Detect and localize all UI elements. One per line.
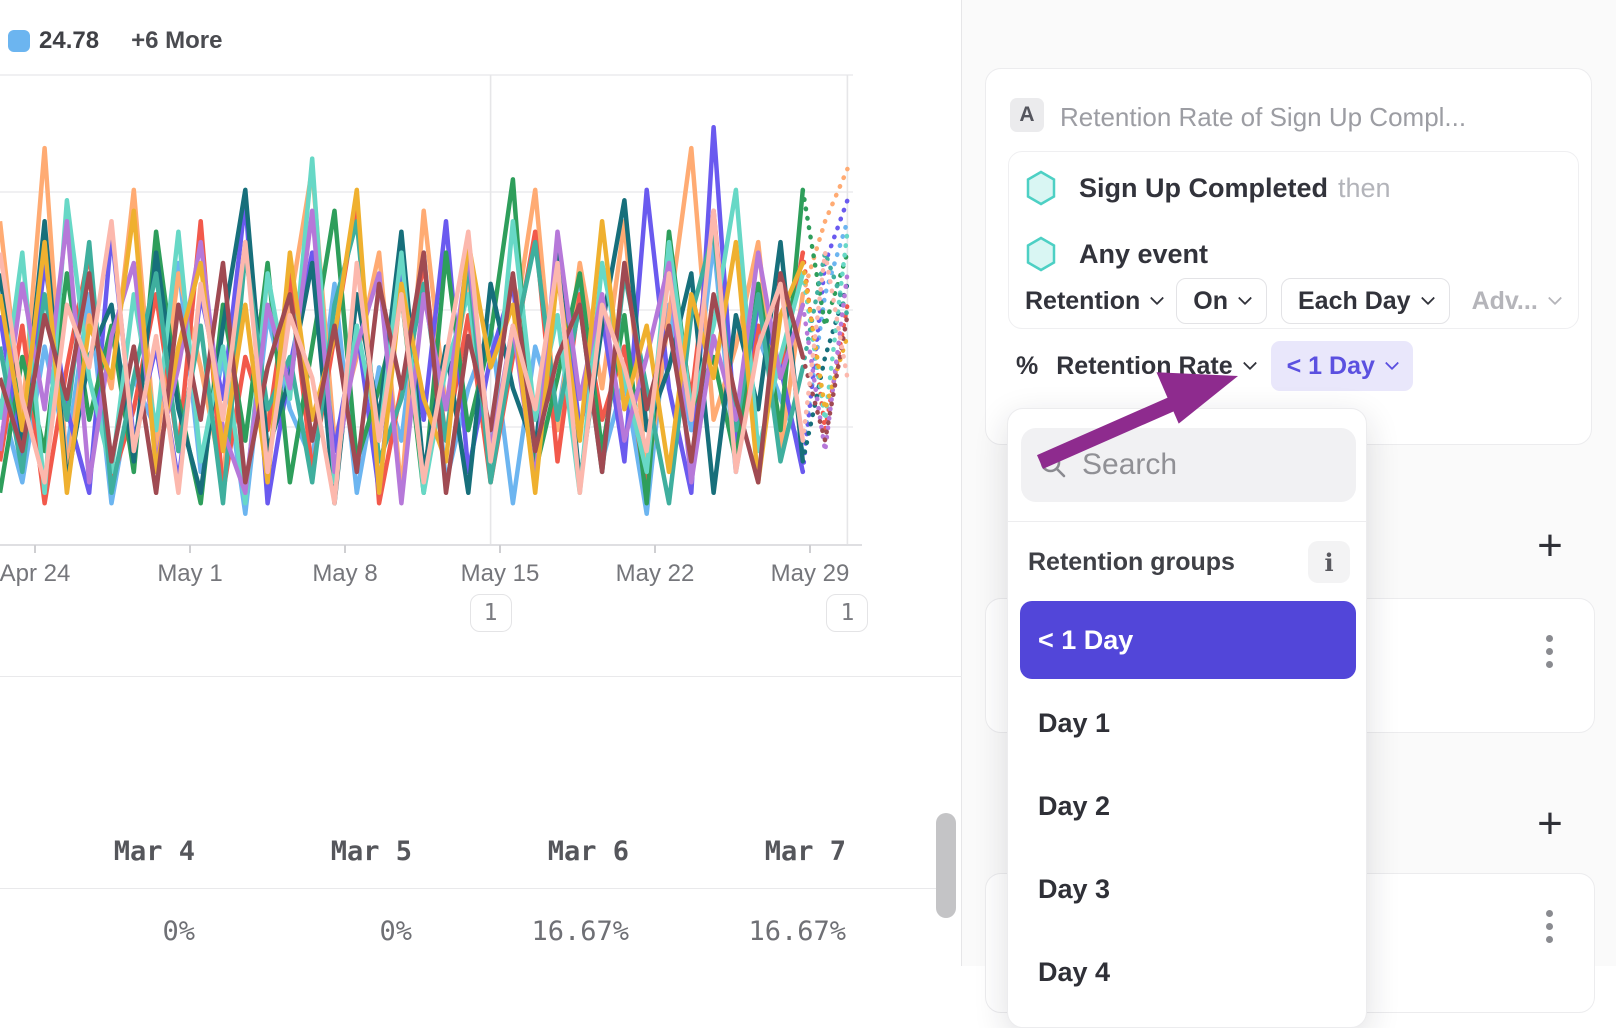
chevron-down-icon bbox=[1150, 291, 1165, 306]
retention-groups-label: Retention groups bbox=[1028, 547, 1235, 576]
chevron-down-icon bbox=[1237, 291, 1253, 306]
chart-line-dotted-tail-series-5 bbox=[800, 187, 850, 327]
chart-line-series-9 bbox=[0, 208, 805, 506]
table-date-header: Mar 5 bbox=[330, 836, 412, 867]
chevron-down-icon bbox=[1242, 356, 1257, 371]
dropdown-item-day-2[interactable]: Day 2 bbox=[1038, 790, 1111, 821]
section-divider bbox=[0, 676, 962, 677]
event-1-suffix: then bbox=[1338, 172, 1391, 203]
dropdown-item-day-1[interactable]: Day 1 bbox=[1038, 707, 1111, 738]
table-date-header: Mar 4 bbox=[113, 836, 195, 867]
retention-controls-row: Retention On Each Day Adv... bbox=[1025, 278, 1562, 324]
x-axis-tick-label: May 8 bbox=[312, 560, 378, 587]
chart-line-dotted-tail-series-12 bbox=[800, 252, 850, 443]
table-divider bbox=[0, 888, 937, 889]
dropdown-item-day-4[interactable]: Day 4 bbox=[1038, 956, 1111, 987]
retention-line-chart bbox=[0, 74, 862, 553]
vertical-scrollbar-thumb[interactable] bbox=[936, 813, 956, 918]
table-value-cell: 16.67% bbox=[748, 916, 846, 947]
chart-legend: 24.78 +6 More bbox=[8, 27, 222, 55]
legend-more-button[interactable]: +6 More bbox=[131, 27, 223, 54]
chevron-down-icon bbox=[1420, 291, 1435, 306]
table-value-cell: 0% bbox=[379, 916, 412, 947]
chart-line-dotted-tail-series-6 bbox=[800, 281, 850, 464]
dropdown-item-1-day[interactable]: < 1 Day bbox=[1020, 601, 1356, 679]
legend-swatch bbox=[8, 30, 30, 52]
event-row-2[interactable]: Any event bbox=[1025, 236, 1208, 272]
chart-line-dotted-tail-24.78 bbox=[800, 218, 850, 454]
annotation-count-badge[interactable]: 1 bbox=[826, 594, 869, 632]
x-axis-tick-label: May 29 bbox=[770, 560, 850, 587]
add-chart-section-button-2[interactable]: + bbox=[1528, 802, 1572, 846]
chart-line-dotted-tail-series-8 bbox=[800, 244, 850, 370]
table-value-row: 0% 0% 16.67% 16.67% bbox=[0, 916, 960, 956]
event-hexagon-icon bbox=[1026, 236, 1056, 272]
chart-line-series-7 bbox=[0, 156, 805, 506]
x-axis-tick-label: May 22 bbox=[615, 560, 695, 587]
table-date-header: Mar 6 bbox=[547, 836, 629, 867]
x-axis-tick-label: May 1 bbox=[157, 560, 223, 587]
table-header-row: Mar 4 Mar 5 Mar 6 Mar 7 bbox=[0, 836, 960, 876]
event-hexagon-icon bbox=[1026, 170, 1056, 206]
add-chart-section-button[interactable]: + bbox=[1528, 524, 1572, 568]
event-definition-card: Sign Up Completed then Any event Retentio… bbox=[1008, 151, 1579, 329]
on-dropdown[interactable]: On bbox=[1176, 278, 1267, 324]
chart-line-dotted-tail-series-9 bbox=[800, 271, 850, 452]
more-options-kebab-icon[interactable] bbox=[1536, 629, 1562, 673]
legend-value: 24.78 bbox=[39, 27, 100, 54]
more-options-kebab-icon[interactable] bbox=[1536, 904, 1562, 948]
interval-dropdown-chip[interactable]: < 1 Day bbox=[1270, 341, 1413, 391]
x-axis-tick-label: May 15 bbox=[460, 560, 540, 587]
chart-line-series-8 bbox=[0, 218, 805, 506]
retention-rate-dropdown[interactable]: Retention Rate bbox=[1056, 352, 1257, 381]
dropdown-item-list: < 1 Day Day 1 Day 2 Day 3 Day 4 bbox=[1020, 601, 1356, 1016]
dropdown-item-day-3[interactable]: Day 3 bbox=[1038, 873, 1111, 904]
annotation-count-badge[interactable]: 1 bbox=[469, 594, 512, 632]
info-icon[interactable]: i bbox=[1308, 541, 1350, 583]
dropdown-search-box[interactable] bbox=[1021, 428, 1356, 502]
retention-groups-dropdown: Retention groups i < 1 Day Day 1 Day 2 Day … bbox=[1007, 408, 1367, 1028]
event-2-name[interactable]: Any event bbox=[1079, 238, 1209, 269]
percent-metric-icon: % bbox=[1016, 351, 1039, 380]
chevron-down-icon bbox=[1547, 291, 1562, 306]
dropdown-divider bbox=[1008, 521, 1366, 522]
chart-line-series-6 bbox=[0, 187, 806, 506]
search-icon bbox=[1040, 452, 1066, 478]
legend-item-primary[interactable]: 24.78 bbox=[8, 27, 99, 55]
query-title[interactable]: Retention Rate of Sign Up Compl... bbox=[1060, 102, 1467, 132]
query-card: A Retention Rate of Sign Up Compl... Sig… bbox=[985, 68, 1592, 445]
chart-line-series-11 bbox=[0, 250, 805, 496]
retention-mode-dropdown[interactable]: Retention bbox=[1025, 287, 1165, 316]
chevron-down-icon bbox=[1384, 356, 1399, 371]
table-date-header: Mar 7 bbox=[764, 836, 846, 867]
query-badge: A bbox=[1010, 98, 1044, 132]
chart-panel: 24.78 +6 More Apr 24 May 1 May 8 May 15 May … bbox=[0, 0, 962, 966]
x-axis-tick-label: Apr 24 bbox=[0, 560, 71, 587]
event-row-1[interactable]: Sign Up Completed then bbox=[1025, 170, 1391, 206]
chart-line-series-10 bbox=[0, 187, 805, 496]
query-builder-panel: A Retention Rate of Sign Up Compl... Sig… bbox=[962, 0, 1616, 1028]
chart-line-dotted-tail-series-2 bbox=[800, 166, 850, 297]
advanced-dropdown[interactable]: Adv... bbox=[1472, 287, 1562, 316]
chart-line-dotted-tail-series-10 bbox=[800, 260, 850, 410]
chart-line-series-12 bbox=[0, 208, 806, 506]
each-day-dropdown[interactable]: Each Day bbox=[1281, 278, 1450, 324]
metric-row: % Retention Rate < 1 Day bbox=[1016, 341, 1413, 391]
dropdown-group-header-row: Retention groups i bbox=[1028, 539, 1350, 585]
search-input[interactable] bbox=[1082, 448, 1332, 482]
event-1-name[interactable]: Sign Up Completed bbox=[1079, 172, 1328, 203]
table-value-cell: 16.67% bbox=[531, 916, 629, 947]
table-value-cell: 0% bbox=[162, 916, 195, 947]
